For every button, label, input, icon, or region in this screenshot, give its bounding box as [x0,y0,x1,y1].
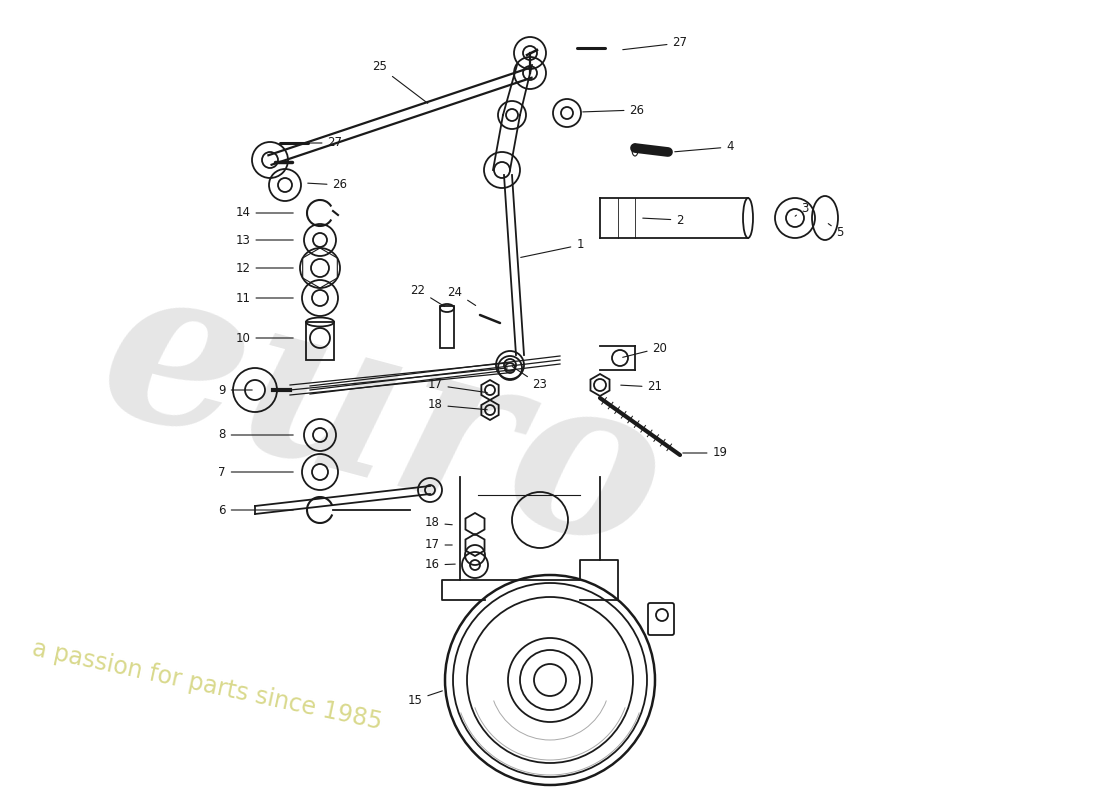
Text: 17: 17 [425,538,452,551]
Text: 26: 26 [583,103,645,117]
Text: 15: 15 [408,691,442,706]
Text: 25: 25 [373,61,428,103]
Text: 18: 18 [425,517,452,530]
Text: 27: 27 [623,37,688,50]
Text: 5: 5 [828,224,844,238]
Text: 26: 26 [308,178,348,191]
Text: 7: 7 [218,466,294,478]
Bar [440,306,454,348]
Text: 3: 3 [795,202,808,216]
Text: 18: 18 [428,398,487,411]
Text: 22: 22 [410,283,444,306]
Text: euro: euro [80,242,685,598]
Text: 10: 10 [235,331,294,345]
Text: 8: 8 [218,429,294,442]
Text: 17: 17 [428,378,487,393]
Text: 14: 14 [235,206,294,219]
Text: 4: 4 [674,141,734,154]
Text: 20: 20 [623,342,668,358]
Text: 27: 27 [305,137,342,150]
Text: 16: 16 [425,558,455,571]
Text: 9: 9 [218,383,252,397]
Text: 12: 12 [235,262,294,274]
Text: 24: 24 [448,286,475,306]
Text: 2: 2 [642,214,684,226]
Text: 1: 1 [520,238,584,258]
Text: 13: 13 [235,234,294,246]
Bar [306,322,334,360]
Text: a passion for parts since 1985: a passion for parts since 1985 [30,636,384,734]
Text: 21: 21 [620,381,662,394]
Text: 11: 11 [235,291,294,305]
Text: 19: 19 [683,446,727,459]
Text: 23: 23 [513,366,548,391]
Text: 6: 6 [218,503,294,517]
